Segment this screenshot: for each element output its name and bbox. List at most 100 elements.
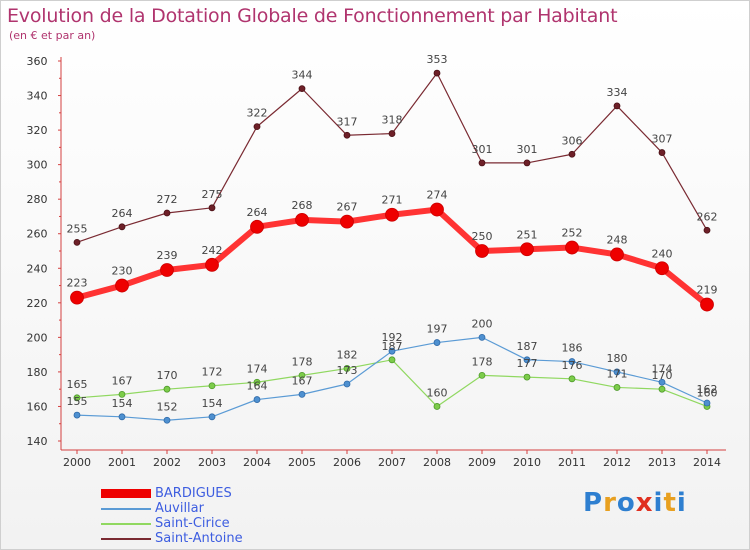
legend-label: BARDIGUES xyxy=(155,486,232,501)
y-tick-label: 220 xyxy=(27,297,48,310)
data-label: 275 xyxy=(202,188,223,201)
data-label: 322 xyxy=(247,107,268,120)
data-label: 170 xyxy=(157,369,178,382)
x-tick-label: 2013 xyxy=(648,456,676,469)
data-label: 152 xyxy=(157,400,178,413)
data-label: 165 xyxy=(67,378,88,391)
logo-letter: i xyxy=(653,488,664,518)
data-point xyxy=(433,403,441,410)
logo-letter: P xyxy=(583,488,604,518)
data-point xyxy=(568,375,576,383)
data-point xyxy=(118,390,126,398)
data-label: 307 xyxy=(652,133,673,146)
data-label: 252 xyxy=(562,227,583,240)
data-point xyxy=(118,223,126,231)
data-point xyxy=(343,131,351,139)
data-point xyxy=(388,347,396,355)
x-tick-label: 2000 xyxy=(63,456,91,469)
data-label: 306 xyxy=(562,134,583,147)
data-label: 192 xyxy=(382,331,403,344)
x-tick-label: 2001 xyxy=(108,456,136,469)
data-label: 264 xyxy=(112,207,133,220)
data-label: 167 xyxy=(292,374,313,387)
data-point xyxy=(610,247,624,262)
y-tick-label: 240 xyxy=(27,262,48,275)
y-tick-label: 360 xyxy=(27,55,48,68)
chart-title: Evolution de la Dotation Globale de Fonc… xyxy=(7,5,618,27)
data-label: 178 xyxy=(292,355,313,368)
data-point xyxy=(700,297,714,312)
data-label: 248 xyxy=(607,233,628,246)
x-tick-label: 2004 xyxy=(243,456,271,469)
data-point xyxy=(208,204,216,212)
y-tick-label: 200 xyxy=(27,331,48,344)
data-point xyxy=(163,416,171,424)
data-label: 176 xyxy=(562,359,583,372)
logo-letter: x xyxy=(635,488,654,518)
legend-label: Auvillar xyxy=(155,501,204,516)
data-label: 271 xyxy=(382,194,403,207)
data-point xyxy=(520,242,534,257)
data-point xyxy=(298,85,306,93)
logo-letter: i xyxy=(676,488,687,518)
data-label: 162 xyxy=(697,383,718,396)
data-point xyxy=(73,411,81,419)
data-point xyxy=(208,382,216,390)
data-point xyxy=(568,150,576,158)
legend-label: Saint-Antoine xyxy=(155,531,243,546)
data-point xyxy=(208,413,216,421)
data-point xyxy=(568,358,576,365)
data-point xyxy=(298,390,306,398)
data-label: 301 xyxy=(472,143,493,156)
data-label: 251 xyxy=(517,228,538,241)
x-tick-label: 2011 xyxy=(558,456,586,469)
x-tick-label: 2007 xyxy=(378,456,406,469)
data-label: 250 xyxy=(472,230,493,243)
data-point xyxy=(73,394,81,402)
proxiti-logo: Proxiti xyxy=(583,488,687,518)
data-point xyxy=(160,263,174,277)
logo-letter: r xyxy=(603,488,617,518)
data-label: 178 xyxy=(472,355,493,368)
data-point xyxy=(478,371,486,379)
data-point xyxy=(298,371,306,379)
data-label: 160 xyxy=(427,386,448,399)
data-label: 255 xyxy=(67,222,88,235)
data-label: 172 xyxy=(202,366,223,379)
x-tick-label: 2009 xyxy=(468,456,496,469)
y-tick-label: 180 xyxy=(27,366,48,379)
data-label: 223 xyxy=(67,277,88,290)
data-label: 155 xyxy=(67,395,88,408)
data-point xyxy=(658,149,666,156)
data-label: 177 xyxy=(517,357,538,370)
data-point xyxy=(205,257,219,272)
data-point xyxy=(523,356,531,364)
data-label: 174 xyxy=(247,362,268,375)
legend-label: Saint-Cirice xyxy=(155,516,230,531)
logo-letter: o xyxy=(616,488,636,518)
chart-series xyxy=(70,69,714,424)
x-tick-label: 2010 xyxy=(513,456,541,469)
data-point xyxy=(430,202,444,217)
data-point xyxy=(433,339,441,346)
data-label: 318 xyxy=(382,114,403,127)
data-point xyxy=(388,130,396,137)
data-label: 170 xyxy=(652,369,673,382)
data-label: 353 xyxy=(427,53,448,66)
data-point xyxy=(343,365,351,372)
data-point xyxy=(655,261,669,276)
y-tick-label: 320 xyxy=(27,124,48,137)
data-label: 301 xyxy=(517,143,538,156)
data-label: 174 xyxy=(652,362,673,375)
data-point xyxy=(658,378,666,386)
legend-swatch xyxy=(101,538,151,540)
legend-swatch xyxy=(101,489,151,498)
data-label: 167 xyxy=(112,374,133,387)
y-tick-label: 140 xyxy=(27,435,48,448)
x-tick-label: 2012 xyxy=(603,456,631,469)
chart-subtitle: (en € et par an) xyxy=(9,29,96,42)
data-label: 274 xyxy=(427,189,448,202)
data-point xyxy=(565,240,579,255)
